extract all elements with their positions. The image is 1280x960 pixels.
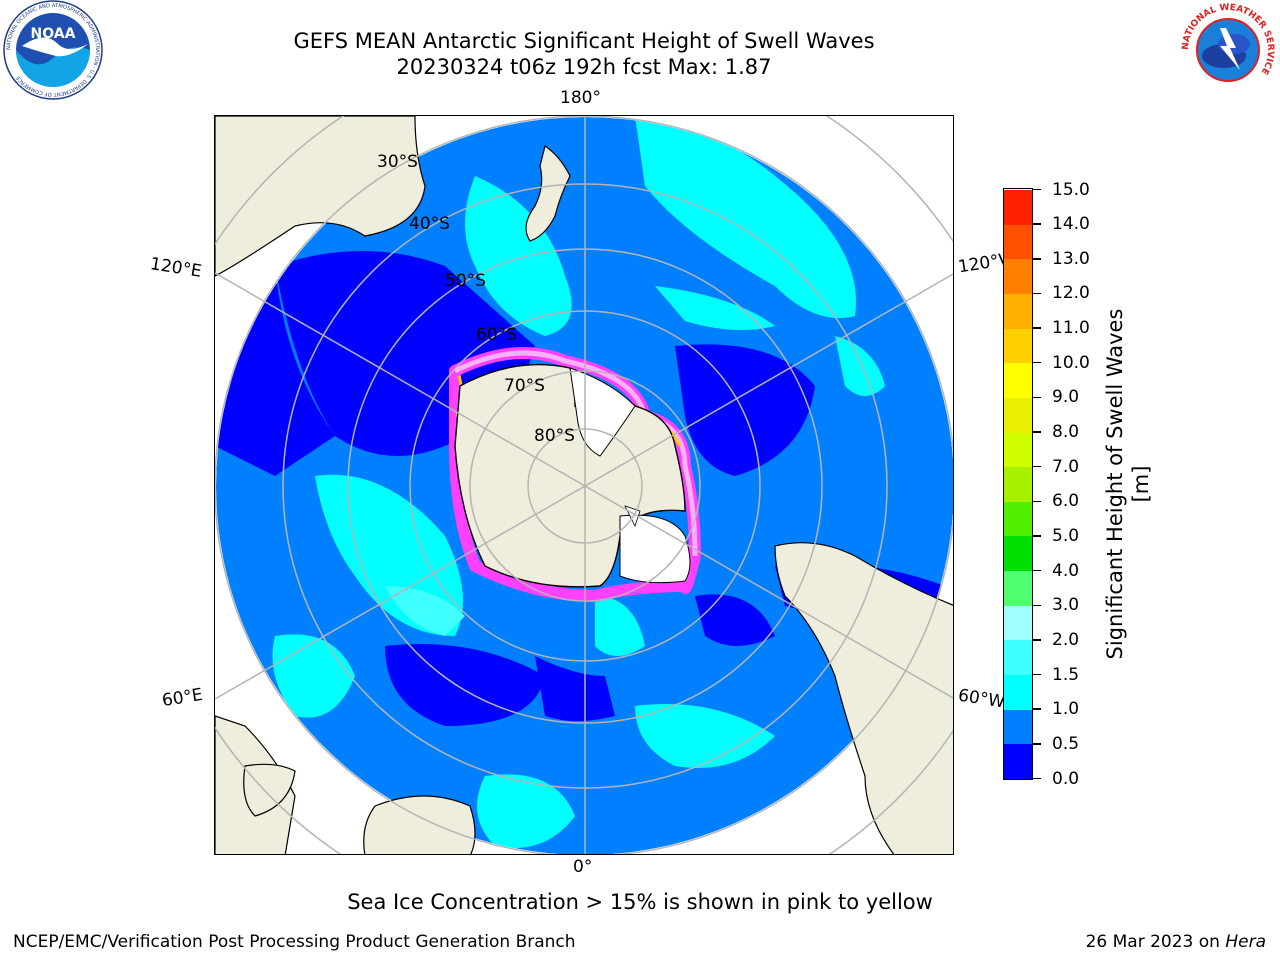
colorbar-segment [1004, 501, 1032, 537]
lat-label-60s: 60°S [476, 325, 517, 345]
colorbar-tick-label: 9.0 [1052, 387, 1080, 408]
colorbar-tick [1033, 500, 1041, 503]
footer-date: 26 Mar 2023 on Hera [1086, 932, 1266, 952]
footer-host: Hera [1225, 932, 1266, 952]
colorbar-tick-label: 4.0 [1052, 560, 1080, 581]
colorbar-tick [1033, 535, 1041, 537]
colorbar-tick [1033, 708, 1041, 710]
colorbar-tick-label: 1.0 [1052, 699, 1080, 720]
colorbar-tick [1033, 604, 1041, 606]
antarctica-landmass [454, 363, 691, 588]
lon-label-0: 0° [573, 857, 593, 877]
colorbar-segment [1004, 709, 1032, 745]
colorbar-segment [1004, 570, 1032, 606]
colorbar-tick [1033, 465, 1041, 468]
colorbar-segment [1004, 362, 1032, 398]
colorbar-tick [1033, 569, 1041, 572]
colorbar-tick-label: 2.0 [1052, 629, 1080, 650]
lon-label-180: 180° [560, 88, 601, 108]
colorbar-tick-label: 15.0 [1052, 179, 1090, 200]
colorbar-segment [1004, 258, 1032, 294]
continents [215, 116, 953, 854]
colorbar-tick-label: 5.0 [1052, 525, 1080, 546]
colorbar-tick [1033, 431, 1041, 433]
lon-label-120w: 120°W [956, 250, 1006, 278]
colorbar-segment [1004, 293, 1032, 329]
lat-label-70s: 70°S [504, 376, 545, 396]
colorbar-segment [1004, 639, 1032, 676]
colorbar-tick [1033, 188, 1041, 191]
colorbar-tick [1033, 223, 1041, 225]
lon-label-60e: 60°E [160, 684, 205, 712]
sea-ice-note: Sea Ice Concentration > 15% is shown in … [347, 890, 933, 914]
footer-date-text: 26 Mar 2023 on [1085, 932, 1226, 952]
lat-label-40s: 40°S [409, 214, 450, 234]
noaa-logo-text: NOAA [31, 26, 76, 42]
colorbar [1003, 188, 1033, 780]
map-subtitle: 20230324 t06z 192h fcst Max: 1.87 [396, 55, 772, 79]
colorbar-tick [1033, 639, 1041, 641]
colorbar-tick-label: 0.0 [1052, 768, 1080, 789]
colorbar-segment [1004, 432, 1032, 468]
colorbar-segment [1004, 189, 1032, 225]
lat-label-30s: 30°S [377, 152, 418, 172]
nws-logo-icon: NATIONAL WEATHER SERVICE [1176, 0, 1280, 100]
colorbar-tick-label: 6.0 [1052, 491, 1080, 512]
colorbar-segment [1004, 605, 1032, 641]
colorbar-segment [1004, 535, 1032, 572]
noaa-logo-icon: NOAA NATIONAL OCEANIC AND ATMOSPHERIC AD… [0, 0, 106, 100]
new-zealand-landmass [525, 145, 571, 242]
colorbar-tick [1033, 396, 1041, 399]
colorbar-tick-label: 11.0 [1052, 318, 1090, 339]
small-island-landmass [243, 763, 296, 817]
lat-label-80s: 80°S [534, 426, 575, 446]
colorbar-tick-label: 14.0 [1052, 214, 1090, 235]
madagascar-landmass [363, 795, 476, 854]
lon-label-60w: 60°W [956, 685, 1006, 713]
map-canvas [215, 116, 953, 854]
australia-landmass [215, 116, 426, 277]
colorbar-segment [1004, 397, 1032, 433]
colorbar-tick-label: 0.5 [1052, 733, 1080, 754]
lat-label-50s: 50°S [445, 271, 486, 291]
colorbar-tick [1033, 292, 1041, 295]
colorbar-tick [1033, 258, 1041, 260]
colorbar-tick-label: 12.0 [1052, 283, 1090, 304]
colorbar-tick-label: 8.0 [1052, 422, 1080, 443]
colorbar-tick [1033, 743, 1041, 745]
colorbar-tick [1033, 777, 1041, 780]
colorbar-tick-label: 1.5 [1052, 664, 1080, 685]
colorbar-tick-label: 10.0 [1052, 352, 1090, 373]
colorbar-segment [1004, 328, 1032, 364]
colorbar-segment [1004, 224, 1032, 260]
lon-label-120e: 120°E [148, 254, 203, 282]
colorbar-tick [1033, 673, 1041, 676]
colorbar-tick [1033, 327, 1041, 329]
colorbar-segment [1004, 743, 1032, 779]
colorbar-segment [1004, 674, 1032, 710]
colorbar-tick-label: 3.0 [1052, 595, 1080, 616]
graticule [215, 116, 953, 854]
footer-credit: NCEP/EMC/Verification Post Processing Pr… [13, 932, 576, 952]
colorbar-tick-label: 13.0 [1052, 248, 1090, 269]
map-title: GEFS MEAN Antarctic Significant Height o… [293, 29, 875, 53]
colorbar-label: Significant Height of Swell Waves [m] [1103, 308, 1153, 660]
colorbar-segment [1004, 466, 1032, 502]
polar-map: 30°S 40°S 50°S 60°S 70°S 80°S [214, 115, 954, 855]
colorbar-tick-label: 7.0 [1052, 456, 1080, 477]
colorbar-tick [1033, 361, 1041, 364]
